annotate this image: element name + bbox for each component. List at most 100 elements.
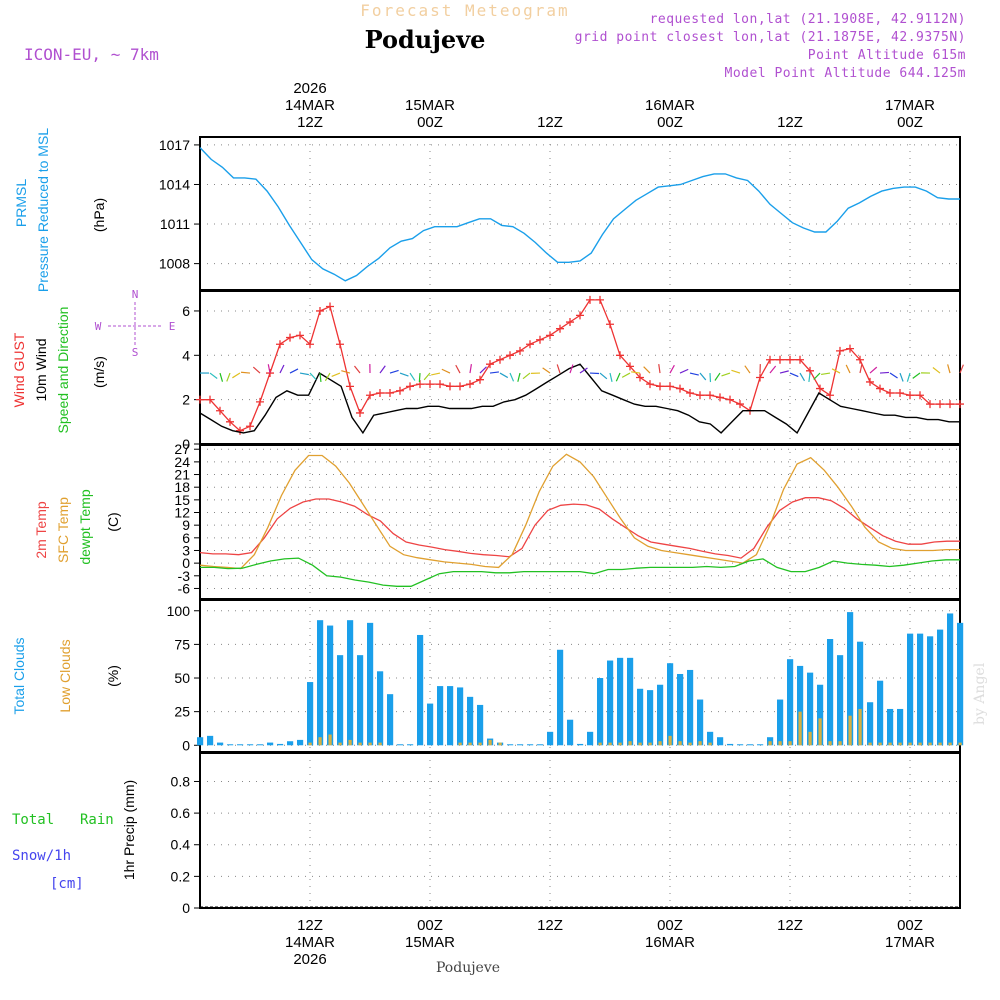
wind-direction-arrow bbox=[324, 372, 331, 382]
wind-direction-arrow bbox=[621, 372, 631, 378]
total-cloud-bar bbox=[317, 620, 324, 746]
wind-direction-arrow bbox=[906, 372, 911, 382]
wind-gust-marker bbox=[926, 400, 934, 409]
precip-ytick-label: 0.4 bbox=[171, 837, 191, 853]
low-cloud-bar bbox=[938, 742, 942, 746]
total-cloud-bar bbox=[557, 649, 564, 746]
wind-direction-arrow bbox=[813, 372, 821, 380]
low-cloud-bar bbox=[858, 708, 862, 746]
total-cloud-bar bbox=[947, 613, 954, 746]
total-cloud-bar bbox=[567, 719, 574, 746]
wind-gust-marker bbox=[686, 389, 694, 397]
wind-label-3: Speed and Direction bbox=[55, 307, 71, 434]
temperature-ytick-label: 21 bbox=[174, 467, 190, 483]
temp-label-3: dewpt Temp bbox=[77, 489, 93, 564]
total-cloud-bar bbox=[907, 633, 914, 746]
total-cloud-bar bbox=[417, 634, 424, 746]
compass-s: S bbox=[132, 346, 139, 359]
temp-label-2: SFC Temp bbox=[55, 497, 71, 563]
wind-direction-arrow bbox=[517, 372, 521, 382]
wind-direction-arrow bbox=[441, 368, 451, 374]
top-time-label: 00Z bbox=[657, 114, 683, 131]
wind-gust-marker bbox=[946, 400, 954, 409]
total-cloud-bar bbox=[217, 742, 224, 746]
wind-gust-marker bbox=[636, 373, 644, 382]
low-cloud-bar bbox=[868, 742, 872, 746]
wind-gust-marker bbox=[206, 395, 214, 404]
wind-gust-marker bbox=[576, 311, 584, 320]
wind-direction-arrow bbox=[899, 372, 904, 382]
wind-direction-arrow bbox=[522, 372, 531, 380]
wind-gust-marker bbox=[396, 386, 404, 395]
wind-gust-marker bbox=[616, 351, 624, 360]
wind-gust-marker bbox=[826, 391, 834, 400]
low-cloud-bar bbox=[878, 742, 882, 746]
wind-direction-arrow bbox=[353, 365, 361, 374]
wind-gust-marker bbox=[676, 384, 684, 393]
total-cloud-bar bbox=[897, 708, 904, 746]
wind-direction-arrow bbox=[469, 364, 473, 374]
precip-label-snow: Snow/1h bbox=[12, 848, 71, 864]
temp-sfc-line bbox=[199, 453, 960, 570]
top-time-label: 00Z bbox=[897, 114, 923, 131]
top-time-label: 15MAR bbox=[405, 97, 455, 114]
wind-gust-marker bbox=[856, 355, 864, 364]
clouds-ytick-label: 75 bbox=[174, 636, 190, 652]
pressure-label-1: PRMSL bbox=[13, 179, 29, 227]
precip-ytick-label: 0.2 bbox=[171, 868, 191, 884]
total-cloud-bar bbox=[367, 622, 374, 746]
wind-gust-marker bbox=[936, 400, 944, 409]
temperature-ytick-label: 0 bbox=[182, 555, 190, 571]
temperature-ytick-label: 27 bbox=[174, 441, 190, 457]
wind-direction-arrow bbox=[658, 364, 661, 374]
wind-gust-marker bbox=[786, 355, 794, 364]
low-cloud-bar bbox=[618, 742, 622, 746]
wind-gust-marker bbox=[816, 384, 824, 393]
wind-gust-marker bbox=[886, 389, 894, 397]
requested-coords: requested lon,lat (21.1908E, 42.9112N) bbox=[650, 12, 966, 27]
wind-gust-marker bbox=[796, 355, 804, 364]
low-cloud-bar bbox=[608, 742, 612, 746]
top-time-label: 00Z bbox=[417, 114, 443, 131]
wind-gust-marker bbox=[316, 306, 324, 315]
precip-unit: 1hr Precip (mm) bbox=[121, 780, 137, 880]
wind-direction-arrow bbox=[859, 364, 863, 374]
top-time-label: 12Z bbox=[537, 114, 563, 131]
total-cloud-bar bbox=[587, 731, 594, 746]
wind-gust-marker bbox=[276, 340, 284, 349]
wind-gust-marker bbox=[736, 400, 744, 409]
total-cloud-bar bbox=[347, 620, 354, 746]
top-time-label: 2026 bbox=[293, 80, 326, 97]
wind-direction-arrow bbox=[489, 371, 500, 374]
low-cloud-bar bbox=[498, 742, 502, 746]
clouds-ytick-label: 0 bbox=[182, 737, 190, 753]
low-cloud-bar bbox=[958, 742, 962, 746]
wind-direction-arrow bbox=[799, 372, 806, 382]
clouds-ytick-label: 50 bbox=[174, 670, 190, 686]
wind-gust-marker bbox=[776, 355, 784, 364]
wind-label-1: Wind GUST bbox=[11, 332, 27, 407]
total-cloud-bar bbox=[577, 743, 584, 746]
low-cloud-bar bbox=[908, 742, 912, 746]
wind-direction-arrow bbox=[869, 366, 878, 374]
wind-gust-marker bbox=[306, 340, 314, 349]
total-cloud-bar bbox=[917, 633, 924, 746]
total-cloud-bar bbox=[927, 636, 934, 746]
compass-n: N bbox=[132, 288, 139, 301]
low-cloud-bar bbox=[848, 715, 852, 746]
low-cloud-bar bbox=[348, 739, 352, 746]
total-cloud-bar bbox=[207, 735, 214, 746]
low-cloud-bar bbox=[838, 741, 842, 746]
wind-direction-arrow bbox=[331, 372, 341, 377]
chart-title: Forecast Meteogram bbox=[360, 1, 569, 20]
total-cloud-bar bbox=[297, 739, 304, 746]
low-cloud-bar bbox=[308, 742, 312, 746]
temperature-frame bbox=[199, 444, 961, 600]
wind-direction-arrow bbox=[409, 372, 416, 381]
wind-ytick-label: 2 bbox=[182, 392, 190, 408]
low-cloud-bar bbox=[828, 741, 832, 746]
total-cloud-bar bbox=[407, 744, 414, 746]
wind-direction-arrow bbox=[418, 373, 421, 383]
temp-unit: (C) bbox=[105, 512, 121, 531]
